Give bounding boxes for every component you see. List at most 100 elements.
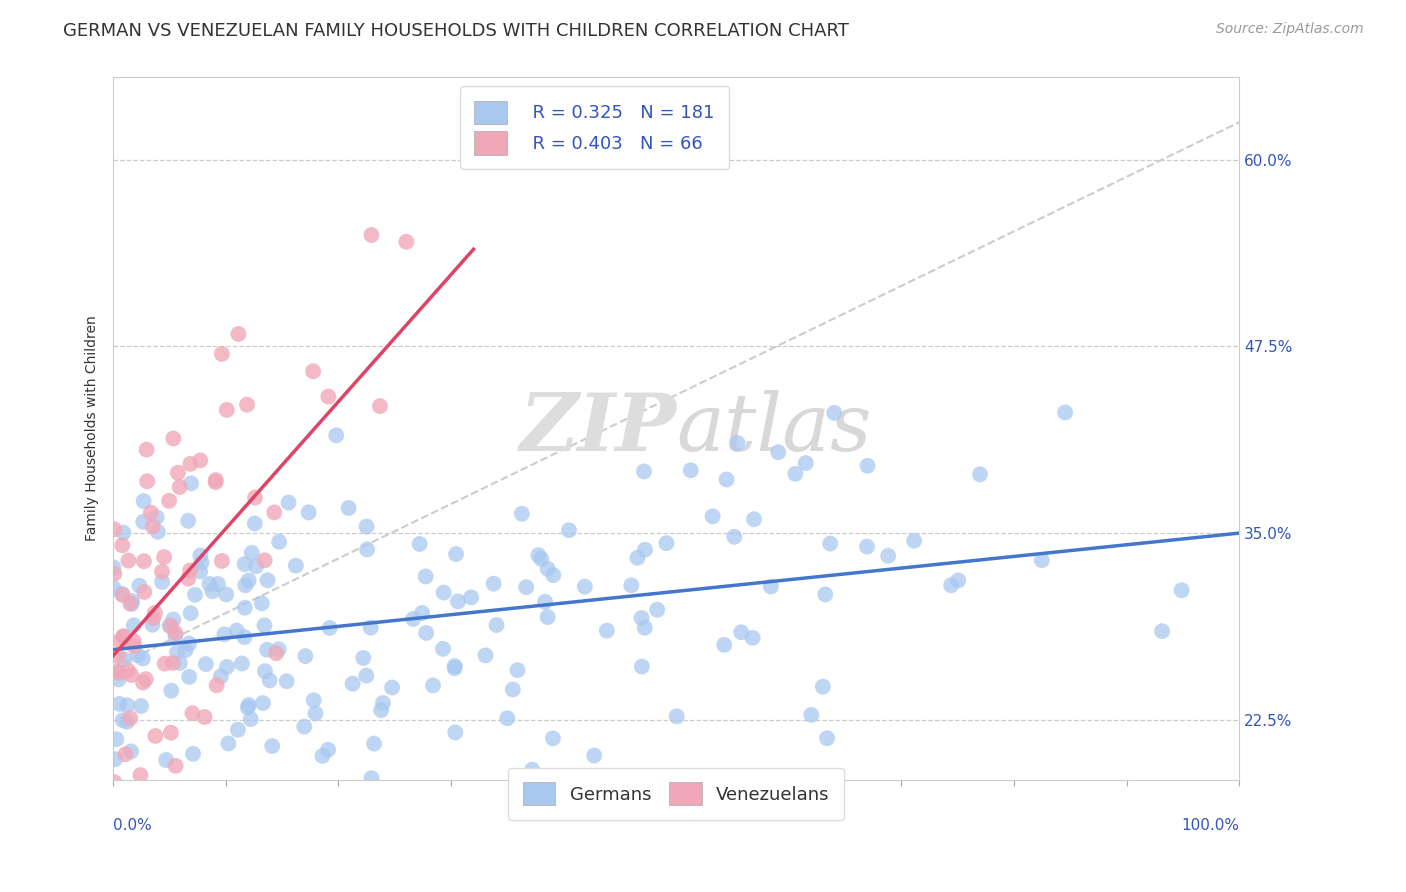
Point [174, 643, 197, 657]
Point [325, 428, 347, 442]
Point [179, 670, 201, 684]
Point [741, 631, 763, 645]
Point [145, 729, 167, 743]
Point [256, 573, 278, 587]
Point [201, 584, 224, 599]
Point [713, 638, 735, 652]
Point [142, 611, 165, 625]
Point [205, 473, 228, 487]
Point [209, 669, 232, 683]
Point [433, 585, 456, 599]
Point [233, 600, 256, 615]
Point [263, 505, 285, 519]
Point [370, 703, 392, 717]
Point [522, 763, 544, 777]
Point [181, 706, 204, 721]
Point [153, 657, 176, 671]
Point [318, 621, 340, 635]
Point [233, 557, 256, 571]
Point [160, 683, 183, 698]
Point [132, 651, 155, 665]
Point [645, 603, 668, 617]
Point [415, 626, 437, 640]
Y-axis label: Family Households with Children: Family Households with Children [86, 316, 100, 541]
Point [356, 668, 378, 682]
Point [103, 522, 125, 536]
Point [117, 553, 139, 567]
Point [800, 707, 823, 722]
Point [233, 630, 256, 644]
Point [356, 542, 378, 557]
Point [238, 698, 260, 712]
Point [132, 554, 155, 568]
Legend: Germans, Venezuelans: Germans, Venezuelans [509, 768, 844, 820]
Point [259, 673, 281, 688]
Point [114, 747, 136, 762]
Point [122, 639, 145, 653]
Point [204, 475, 226, 490]
Point [337, 500, 360, 515]
Point [127, 648, 149, 662]
Text: ZIP: ZIP [519, 390, 676, 467]
Point [823, 406, 845, 420]
Point [141, 617, 163, 632]
Point [243, 491, 266, 505]
Point [134, 585, 156, 599]
Text: Source: ZipAtlas.com: Source: ZipAtlas.com [1216, 22, 1364, 37]
Point [211, 347, 233, 361]
Point [948, 574, 970, 588]
Point [253, 553, 276, 567]
Point [252, 795, 274, 809]
Point [112, 525, 135, 540]
Point [534, 595, 557, 609]
Point [160, 725, 183, 739]
Point [103, 775, 125, 789]
Point [215, 587, 238, 601]
Point [173, 792, 195, 806]
Point [856, 540, 879, 554]
Point [132, 494, 155, 508]
Point [655, 536, 678, 550]
Point [181, 747, 204, 761]
Point [111, 713, 134, 727]
Point [311, 748, 333, 763]
Point [665, 709, 688, 723]
Point [574, 580, 596, 594]
Point [155, 753, 177, 767]
Point [215, 660, 238, 674]
Point [143, 606, 166, 620]
Point [129, 768, 152, 782]
Point [226, 723, 249, 737]
Point [1054, 405, 1077, 419]
Point [482, 576, 505, 591]
Point [395, 235, 418, 249]
Point [381, 681, 404, 695]
Point [146, 524, 169, 539]
Point [153, 550, 176, 565]
Point [558, 523, 581, 537]
Point [264, 646, 287, 660]
Point [111, 587, 134, 601]
Point [165, 629, 187, 643]
Point [179, 457, 201, 471]
Point [228, 326, 250, 341]
Point [179, 636, 201, 650]
Point [150, 565, 173, 579]
Point [157, 493, 180, 508]
Point [304, 706, 326, 721]
Point [120, 744, 142, 758]
Point [114, 653, 136, 667]
Point [250, 596, 273, 610]
Point [460, 591, 482, 605]
Point [239, 712, 262, 726]
Point [120, 597, 142, 611]
Point [121, 597, 143, 611]
Point [360, 771, 382, 785]
Point [132, 515, 155, 529]
Point [969, 467, 991, 482]
Point [108, 697, 131, 711]
Point [530, 552, 553, 566]
Point [496, 711, 519, 725]
Point [352, 651, 374, 665]
Point [785, 467, 807, 481]
